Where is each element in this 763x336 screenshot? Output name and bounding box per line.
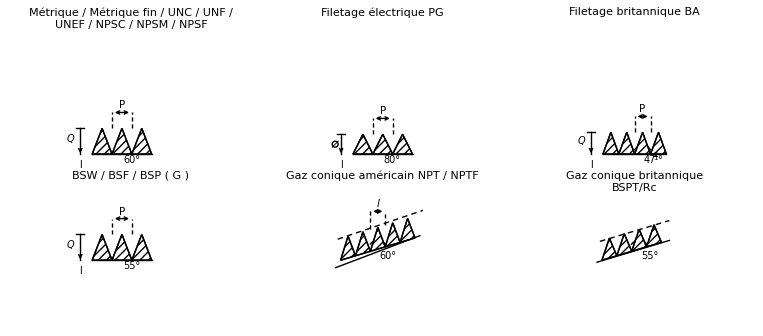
Polygon shape [112, 235, 132, 260]
Polygon shape [400, 218, 415, 242]
Polygon shape [340, 236, 356, 260]
Polygon shape [132, 235, 152, 260]
Text: Métrique / Métrique fin / UNC / UNF /
UNEF / NPSC / NPSM / NPSF: Métrique / Métrique fin / UNC / UNF / UN… [29, 7, 233, 30]
Polygon shape [602, 238, 617, 260]
Text: Filetage électrique PG: Filetage électrique PG [321, 7, 444, 18]
Polygon shape [632, 229, 646, 251]
Polygon shape [651, 132, 666, 154]
Text: Filetage britannique BA: Filetage britannique BA [569, 7, 700, 17]
Text: Q: Q [578, 136, 585, 146]
Text: °: ° [658, 155, 662, 165]
Polygon shape [646, 225, 662, 247]
Text: l: l [79, 266, 82, 276]
Text: 55°: 55° [641, 251, 658, 261]
Text: 2: 2 [654, 152, 658, 158]
Polygon shape [635, 132, 651, 154]
Text: 60°: 60° [380, 251, 397, 261]
Text: l: l [340, 160, 343, 170]
Text: 55°: 55° [123, 261, 140, 271]
Polygon shape [617, 234, 632, 256]
Text: l: l [79, 160, 82, 170]
Polygon shape [356, 232, 370, 256]
Polygon shape [619, 132, 635, 154]
Text: 60°: 60° [123, 155, 140, 165]
Polygon shape [92, 235, 112, 260]
Text: P: P [119, 207, 125, 217]
Text: BSW / BSF / BSP ( G ): BSW / BSF / BSP ( G ) [72, 171, 189, 181]
Text: Q: Q [66, 240, 74, 250]
Text: l: l [376, 199, 379, 209]
Polygon shape [353, 134, 373, 154]
Text: P: P [639, 104, 645, 115]
Text: P: P [380, 107, 386, 117]
Text: P: P [119, 100, 125, 111]
Polygon shape [393, 134, 413, 154]
Polygon shape [92, 128, 112, 154]
Text: 1: 1 [654, 155, 658, 161]
Text: l: l [590, 160, 592, 170]
Polygon shape [603, 132, 619, 154]
Text: Gaz conique britannique
BSPT/Rc: Gaz conique britannique BSPT/Rc [566, 171, 703, 194]
Text: Q: Q [66, 134, 74, 144]
Polygon shape [373, 134, 393, 154]
Polygon shape [112, 128, 132, 154]
Text: Gaz conique américain NPT / NPTF: Gaz conique américain NPT / NPTF [286, 171, 479, 181]
Polygon shape [385, 223, 400, 247]
Polygon shape [132, 128, 152, 154]
Polygon shape [370, 227, 385, 251]
Text: 80°: 80° [384, 155, 401, 165]
Text: 47: 47 [644, 155, 656, 165]
